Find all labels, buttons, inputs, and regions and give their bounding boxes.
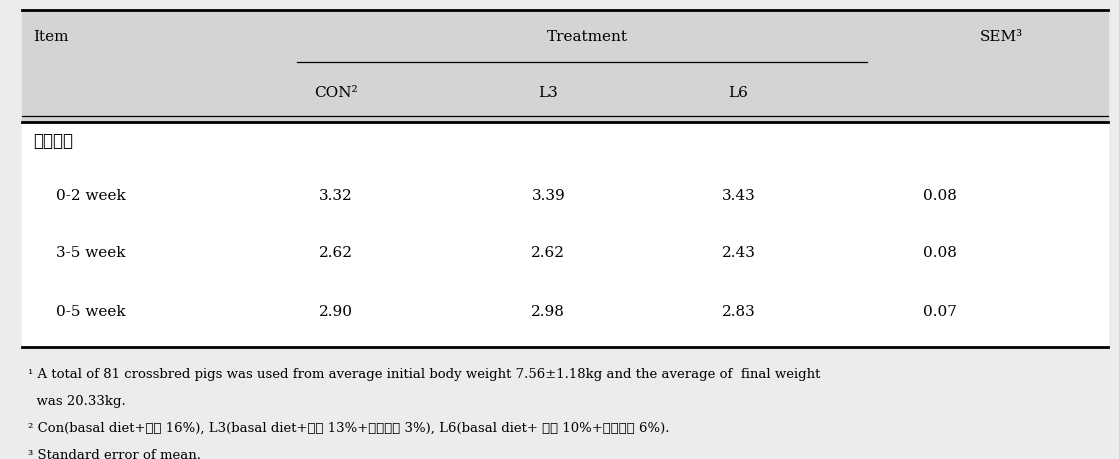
Text: 3.43: 3.43 — [722, 189, 755, 202]
Text: L3: L3 — [538, 86, 558, 100]
Text: 0.08: 0.08 — [923, 245, 957, 259]
Text: 3.32: 3.32 — [319, 189, 352, 202]
Text: 0.07: 0.07 — [923, 304, 957, 318]
Text: Treatment: Treatment — [547, 30, 628, 44]
Text: was 20.33kg.: was 20.33kg. — [28, 394, 125, 407]
Text: 2.62: 2.62 — [532, 245, 565, 259]
Text: 3-5 week: 3-5 week — [56, 245, 125, 259]
Text: 0.08: 0.08 — [923, 189, 957, 202]
Text: 2.90: 2.90 — [319, 304, 352, 318]
Text: L6: L6 — [728, 86, 749, 100]
Text: 0-5 week: 0-5 week — [56, 304, 125, 318]
Text: ¹ A total of 81 crossbred pigs was used from average initial body weight 7.56±1.: ¹ A total of 81 crossbred pigs was used … — [28, 367, 820, 380]
Text: SEM³: SEM³ — [980, 30, 1023, 44]
Text: 2.43: 2.43 — [722, 245, 755, 259]
Text: CON²: CON² — [314, 86, 357, 100]
Text: 설사빈도: 설사빈도 — [34, 132, 74, 149]
Text: Item: Item — [34, 30, 69, 44]
Text: 0-2 week: 0-2 week — [56, 189, 125, 202]
Text: 2.62: 2.62 — [319, 245, 352, 259]
Bar — [22, 11, 1108, 122]
Text: ³ Standard error of mean.: ³ Standard error of mean. — [28, 448, 201, 459]
Text: 2.98: 2.98 — [532, 304, 565, 318]
Bar — [22, 122, 1108, 347]
Text: ² Con(basal diet+유당 16%), L3(basal diet+유당 13%+쌌라공품 3%), L6(basal diet+ 유당 10%+쌌: ² Con(basal diet+유당 16%), L3(basal diet+… — [28, 421, 669, 434]
Text: 2.83: 2.83 — [722, 304, 755, 318]
Text: 3.39: 3.39 — [532, 189, 565, 202]
